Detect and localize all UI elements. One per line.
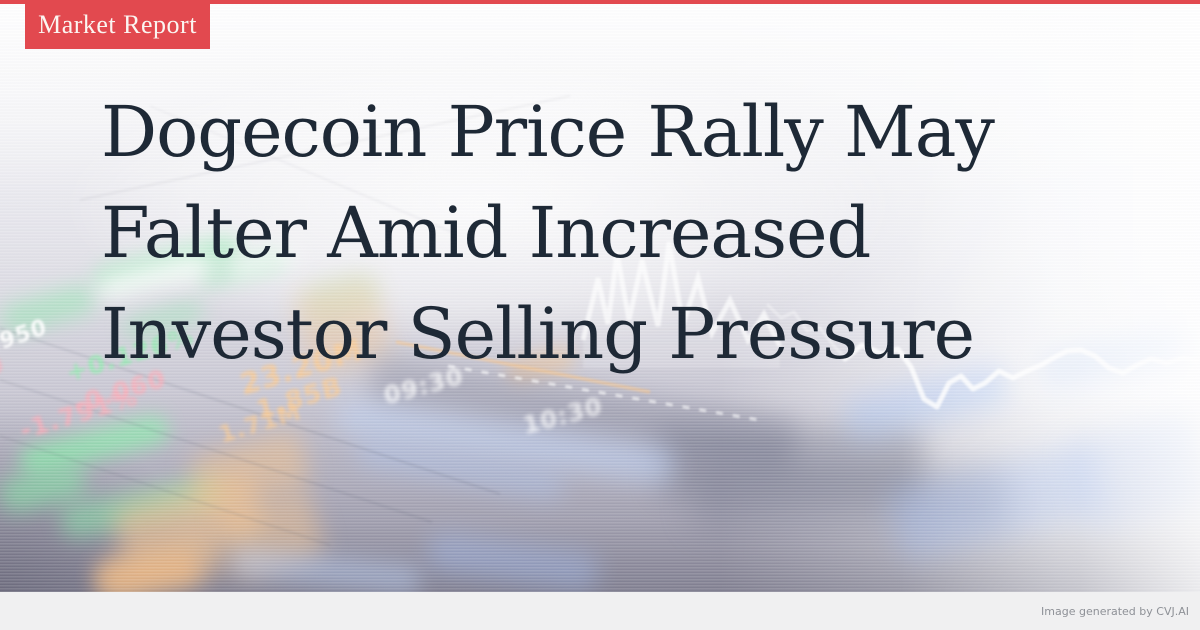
footer-bar: Image generated by CVJ.AI	[0, 592, 1200, 630]
category-badge: Market Report	[25, 3, 210, 49]
headline-line-1: Dogecoin Price Rally May	[101, 91, 995, 173]
category-badge-label: Market Report	[38, 10, 197, 39]
headline-line-3: Investor Selling Pressure	[101, 293, 975, 375]
image-credit: Image generated by CVJ.AI	[1041, 604, 1189, 618]
top-accent-line	[0, 0, 1200, 4]
headline: Dogecoin Price Rally May Falter Amid Inc…	[101, 82, 995, 385]
right-light-overlay	[900, 0, 1200, 592]
scanlines-texture	[0, 0, 1200, 592]
headline-line-2: Falter Amid Increased	[101, 192, 871, 274]
